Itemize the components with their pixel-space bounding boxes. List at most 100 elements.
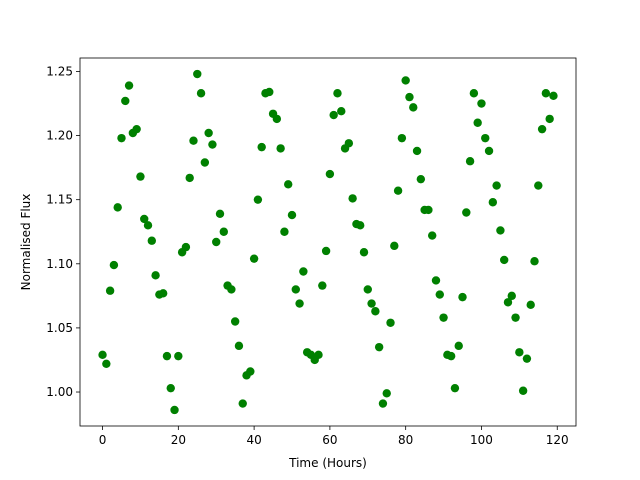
point (507, 291, 516, 301)
point (276, 144, 285, 153)
point (253, 195, 263, 204)
point (503, 298, 513, 307)
point (105, 286, 115, 295)
point (431, 276, 441, 285)
point (113, 203, 122, 212)
x-tick-label: 60 (322, 433, 337, 447)
point (147, 236, 157, 245)
point (204, 128, 213, 138)
point (174, 351, 183, 361)
point (363, 285, 372, 294)
x-tick-label: 100 (470, 433, 493, 447)
point (318, 281, 327, 290)
point (143, 221, 153, 230)
point (409, 103, 418, 112)
point (158, 289, 168, 298)
point (416, 174, 426, 184)
point (454, 341, 463, 351)
y-tick-label: 1.10 (46, 257, 73, 271)
point (196, 89, 206, 98)
point (121, 96, 130, 106)
point (291, 285, 300, 294)
x-tick-label: 40 (246, 433, 261, 447)
point (382, 389, 391, 398)
point (208, 140, 217, 149)
point (344, 139, 354, 148)
point (329, 110, 338, 120)
point (117, 133, 126, 143)
point (136, 172, 145, 181)
point (337, 107, 346, 116)
point (545, 114, 554, 124)
y-tick-label: 1.15 (46, 193, 73, 207)
point (428, 231, 437, 240)
point (390, 241, 399, 251)
point (386, 318, 395, 327)
point (356, 221, 365, 230)
point (287, 210, 297, 220)
point (295, 299, 304, 308)
point (284, 180, 293, 189)
point (314, 350, 323, 360)
point (537, 124, 547, 134)
point (371, 307, 380, 316)
point (477, 99, 486, 108)
y-tick-label: 1.20 (46, 129, 73, 143)
point (488, 198, 498, 207)
point (435, 290, 444, 299)
point (162, 351, 172, 361)
point (189, 136, 198, 145)
point (367, 299, 376, 308)
x-tick-label: 0 (99, 433, 107, 447)
y-axis-label: Normalised Flux (19, 194, 33, 291)
point (265, 87, 274, 97)
point (378, 399, 388, 408)
point (140, 214, 149, 224)
point (374, 342, 384, 352)
point (257, 142, 266, 152)
y-tick-label: 1.25 (46, 64, 73, 78)
point (299, 267, 308, 276)
y-tick-label: 1.00 (46, 385, 73, 399)
point (522, 354, 532, 363)
point (170, 405, 179, 415)
point (439, 313, 448, 322)
point (193, 69, 202, 79)
point (484, 146, 494, 156)
point (492, 181, 501, 190)
point (234, 341, 244, 351)
point (230, 317, 240, 326)
point (185, 173, 194, 183)
point (450, 383, 460, 393)
point (321, 246, 331, 256)
point (534, 181, 543, 190)
point (215, 209, 225, 218)
point (511, 313, 520, 322)
point (518, 386, 528, 395)
point (348, 194, 357, 203)
point (458, 292, 467, 302)
point (280, 227, 289, 236)
point (496, 226, 505, 235)
point (249, 254, 259, 263)
point (462, 208, 471, 217)
point (446, 351, 456, 361)
x-axis-label: Time (Hours) (288, 456, 367, 470)
point (124, 81, 134, 90)
point (405, 92, 414, 102)
point (424, 205, 433, 215)
point (412, 146, 422, 156)
point (526, 300, 535, 310)
x-tick-label: 20 (171, 433, 186, 447)
x-tick-label: 120 (546, 433, 569, 447)
point (473, 118, 482, 127)
point (238, 399, 247, 408)
point (397, 133, 407, 143)
point (272, 114, 282, 124)
point (200, 158, 210, 167)
point (212, 237, 221, 247)
point (549, 91, 558, 101)
point (333, 89, 342, 98)
